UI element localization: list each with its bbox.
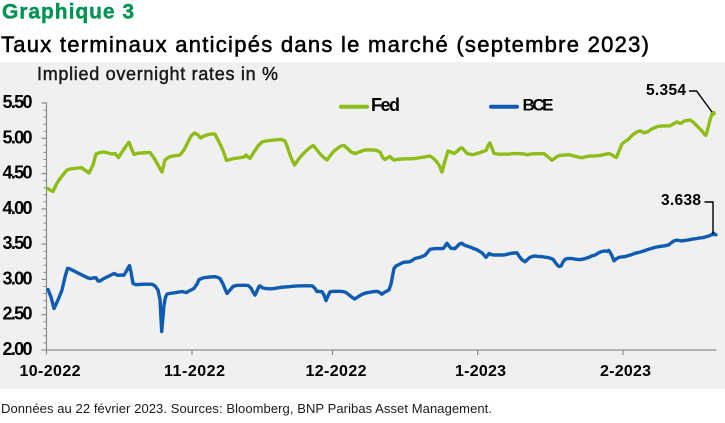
svg-text:Implied overnight rates in %: Implied overnight rates in % [37,64,278,84]
svg-text:4.50: 4.50 [3,163,33,183]
svg-text:10-2022: 10-2022 [20,363,81,380]
svg-text:4.00: 4.00 [3,198,33,218]
svg-text:5.50: 5.50 [3,92,33,112]
svg-text:3.50: 3.50 [3,233,33,253]
svg-text:2.50: 2.50 [3,304,33,324]
svg-text:5.354: 5.354 [646,82,686,99]
svg-text:3.638: 3.638 [661,192,701,209]
svg-text:3.00: 3.00 [3,268,33,288]
svg-text:12-2022: 12-2022 [306,363,367,380]
svg-text:2.00: 2.00 [3,339,33,359]
svg-text:Graphique 3: Graphique 3 [2,1,134,24]
svg-text:Données au 22 février 2023. So: Données au 22 février 2023. Sources: Blo… [1,401,492,416]
svg-text:1-2023: 1-2023 [455,363,506,380]
svg-text:Fed: Fed [371,95,400,115]
svg-text:11-2022: 11-2022 [164,363,225,380]
svg-text:2-2023: 2-2023 [600,363,651,380]
svg-text:5.00: 5.00 [3,127,33,147]
svg-text:Taux terminaux anticipés dans: Taux terminaux anticipés dans le marché … [1,32,649,57]
svg-text:BCE: BCE [523,96,554,115]
